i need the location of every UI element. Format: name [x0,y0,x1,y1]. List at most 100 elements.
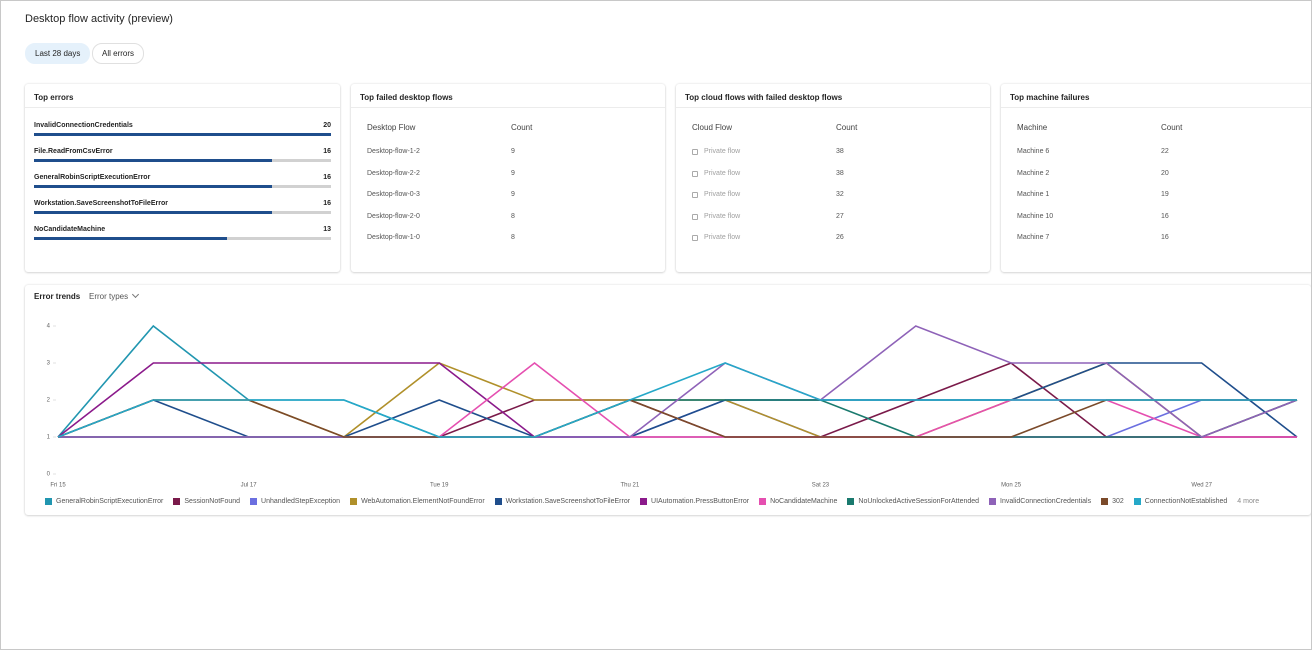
table-cell[interactable]: Private flow [704,191,741,198]
card-title: Top cloud flows with failed desktop flow… [685,93,843,102]
error-name: GeneralRobinScriptExecutionError [34,174,151,181]
table-cell: 16 [1161,234,1169,241]
divider [351,107,665,108]
table-cell: 9 [511,148,515,155]
legend-label: UnhandledStepException [261,498,341,505]
legend-item[interactable]: WebAutomation.ElementNotFoundError [350,498,485,505]
lock-icon [692,149,698,155]
bar [34,159,272,162]
legend-item[interactable]: Workstation.SaveScreenshotToFileError [494,498,631,505]
error-count: 20 [323,122,331,129]
legend-item[interactable]: GeneralRobinScriptExecutionError [45,498,163,505]
table-cell: 19 [1161,191,1169,198]
table-cell: 20 [1161,169,1169,177]
table-cell: Machine 7 [1017,234,1050,241]
card-title: Error trends [34,292,81,301]
legend-item[interactable]: NoCandidateMachine [759,498,837,505]
y-tick-label: 0 [47,472,51,478]
lock-icon [692,235,698,241]
x-tick-label: Wed 27 [1191,483,1212,489]
legend-swatch [847,498,855,505]
table-cell: 32 [836,191,844,198]
filter-pill[interactable]: All errors [92,43,145,64]
column-header: Count [511,123,533,132]
table-cell: Desktop-flow-0-3 [367,191,420,198]
card: Top failed desktop flows Desktop Flow Coun… [351,84,665,272]
page-title: Desktop flow activity (preview) [25,13,173,25]
series-line [58,325,1298,438]
table-cell: Machine 1 [1017,191,1050,198]
legend-item[interactable]: SessionNotFound [173,498,240,505]
legend-item[interactable]: NoUnlockedActiveSessionForAttended [847,498,979,505]
table-cell: 9 [511,191,515,198]
error-name: NoCandidateMachine [34,226,106,233]
error-count: 16 [323,200,331,207]
legend-item[interactable]: UIAutomation.PressButtonError [640,498,749,505]
legend-label: InvalidConnectionCredentials [1000,498,1092,505]
table-cell[interactable]: Private flow [704,234,741,241]
legend-swatch [759,498,767,505]
divider [25,107,340,108]
legend-swatch [1101,498,1109,505]
column-header: Count [1161,123,1183,132]
card: Top machine failures Machine Count Machine … [1001,84,1311,272]
chart: 0 1 2 3 4 Fri 15 Jul 17 Tue 19 Thu 21 Sat 23 Mon 2… [47,324,1298,489]
divider [676,107,990,108]
filter-pill[interactable]: Last 28 days [25,43,91,64]
legend-item[interactable]: ConnectionNotEstablished [1133,498,1228,505]
legend-swatch [173,498,181,505]
error-name: InvalidConnectionCredentials [34,122,133,129]
lock-icon [692,213,698,220]
legend-label: SessionNotFound [184,498,241,505]
bar [34,133,331,136]
legend-item[interactable]: UnhandledStepException [250,498,340,505]
column-header: Desktop Flow [367,123,416,132]
legend: GeneralRobinScriptExecutionError SessionN… [45,498,1259,505]
y-tick-label: 2 [47,398,51,404]
card: Top cloud flows with failed desktop flow… [676,84,990,272]
dropdown[interactable]: Error types [89,292,129,301]
series-line [57,362,1297,438]
table-cell[interactable]: Private flow [704,169,741,177]
error-name: Workstation.SaveScreenshotToFileError [34,200,168,207]
legend-swatch [45,498,52,505]
legend-swatch [250,498,258,505]
card: Error trends Error types 0 1 2 3 4 Fri 15 Jul 17… [25,285,1311,515]
legend-label: NoCandidateMachine [770,498,838,505]
column-header: Count [836,123,858,132]
card-title: Top errors [34,93,74,102]
legend-label: NoUnlockedActiveSessionForAttended [858,498,980,505]
legend-swatch [494,498,502,505]
legend-label: UIAutomation.PressButtonError [651,498,750,505]
table-cell: 8 [511,234,515,241]
table-cell: 9 [511,169,515,177]
legend-item[interactable]: 302 [1101,498,1124,505]
y-tick-label: 4 [47,324,51,330]
table-cell: 26 [836,234,844,241]
card: Top errors InvalidConnectionCredentials 20… [25,84,340,272]
card-title: Top machine failures [1010,93,1090,102]
table-cell: Machine 6 [1017,148,1050,155]
table-cell: Machine 10 [1017,212,1054,220]
table-cell: Desktop-flow-1-0 [367,234,420,241]
legend-more[interactable]: 4 more [1237,498,1260,505]
x-tick-label: Tue 19 [430,483,449,489]
legend-item[interactable]: InvalidConnectionCredentials [989,498,1091,505]
legend-label: ConnectionNotEstablished [1144,498,1228,505]
table-cell: 8 [511,212,515,220]
table-cell[interactable]: Private flow [704,212,741,220]
error-count: 16 [323,174,331,181]
x-tick-label: Mon 25 [1001,483,1022,489]
bar [34,211,272,214]
table-cell: 27 [836,212,844,220]
lock-icon [692,192,698,198]
x-tick-label: Jul 17 [241,483,258,489]
legend-swatch [350,498,358,505]
table-cell[interactable]: Private flow [704,148,741,155]
x-tick-label: Fri 15 [50,483,66,489]
legend-label: Workstation.SaveScreenshotToFileError [505,498,631,505]
table-cell: Machine 2 [1017,169,1050,177]
legend-swatch [640,498,648,505]
table-cell: Desktop-flow-2-0 [367,212,420,220]
